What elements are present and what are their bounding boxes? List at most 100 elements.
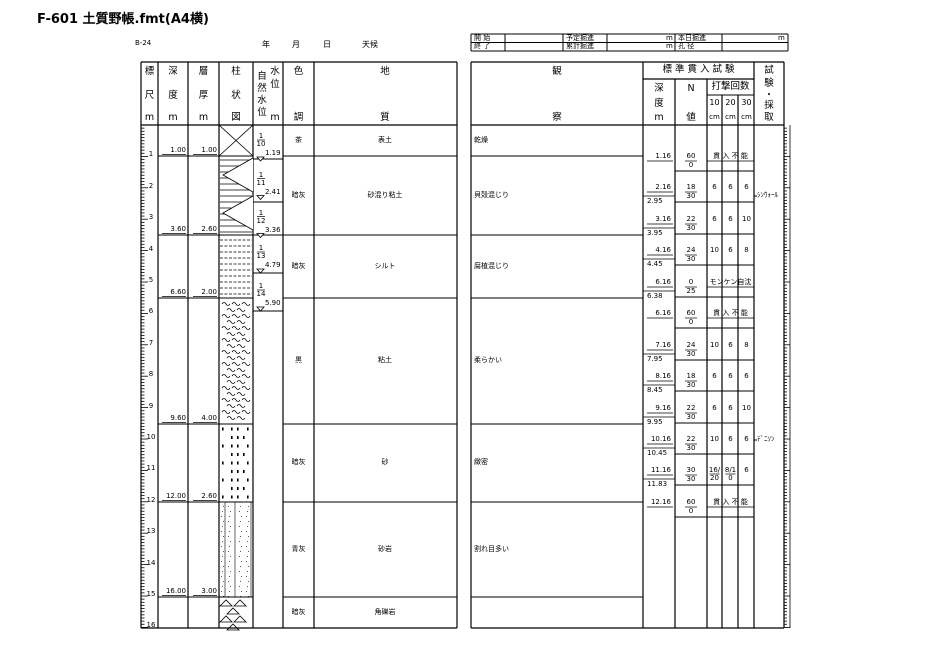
spt-n-numerator: 24 [686, 341, 696, 349]
scale-label: 13 [146, 527, 156, 536]
water-level-icon [256, 268, 265, 274]
spt-depth: 7.16 [655, 341, 671, 349]
header-blow-unit: cm [725, 113, 736, 121]
header-natural-water: 然 [257, 83, 267, 94]
header-natural-water: 水 [257, 95, 267, 106]
header-depth: m [168, 112, 178, 123]
info-today-depth-label: 本日掘進 [678, 34, 706, 42]
wavy-pattern [241, 326, 251, 330]
spt-blow-count: 8 [744, 341, 749, 349]
dots-pattern [231, 461, 233, 465]
sandstone-pattern [228, 506, 229, 507]
header-column: 柱 [231, 66, 241, 77]
header-n-value: N [687, 83, 695, 94]
sandstone-pattern [221, 531, 222, 532]
header-scale: 尺 [144, 90, 155, 101]
spt-n-denominator: 0 [688, 318, 694, 326]
sandstone-pattern [248, 566, 249, 567]
dots-pattern [237, 495, 239, 499]
dots-pattern [247, 427, 249, 431]
sandstone-pattern [228, 581, 229, 582]
wavy-pattern [241, 386, 251, 390]
header-blow-count: 打撃回数 [711, 81, 750, 92]
spt-n-denominator: 0 [688, 161, 694, 169]
water-date-day: 10 [256, 140, 266, 148]
layer-color: 暗灰 [291, 458, 306, 466]
dots-pattern [243, 436, 245, 439]
dots-pattern [222, 444, 224, 448]
sandstone-pattern [246, 561, 247, 562]
sandstone-pattern [223, 551, 224, 552]
water-date-day: 13 [256, 252, 266, 260]
layer-soil: 粘土 [378, 356, 392, 364]
dots-pattern [247, 478, 249, 482]
water-date-month: 1 [258, 132, 264, 140]
sandstone-pattern [223, 596, 224, 597]
header-scale: m [144, 112, 155, 123]
scale-label: 1 [148, 150, 154, 159]
header-sampling: 取 [764, 112, 774, 123]
water-date-month: 1 [258, 244, 264, 252]
dots-pattern [231, 453, 233, 456]
dots-pattern [231, 487, 233, 490]
spt-blow-count: 6 [744, 435, 749, 443]
spt-blow-count: 6 [728, 183, 733, 191]
triangles-pattern [226, 607, 240, 615]
header-spt-depth: 度 [654, 98, 664, 109]
spt-n-denominator: 30 [686, 381, 696, 389]
header-scale: 標 [144, 66, 155, 77]
info-planned-unit: m [666, 34, 673, 42]
spt-note: 貫 入 不 能 [713, 152, 748, 160]
water-level-value: 2.41 [265, 187, 281, 196]
spt-note: モンケン自沈 [709, 278, 752, 286]
wavy-pattern [236, 308, 246, 312]
wavy-pattern [231, 326, 241, 330]
header-spt: 標 準 貫 入 試 験 [662, 64, 735, 75]
sandstone-pattern [221, 546, 222, 547]
dots-pattern [231, 427, 233, 431]
header-natural-water: 自 [257, 71, 267, 82]
sandstone-pattern [230, 541, 231, 542]
spt-blow-fraction: 16/20 [708, 466, 721, 482]
spt-end-depth: 4.45 [647, 260, 663, 268]
sandstone-pattern [240, 551, 241, 552]
header-sampling: 採 [764, 100, 774, 111]
water-level-value: 1.19 [265, 149, 281, 157]
boring-number: B-24 [135, 39, 152, 47]
layer-soil: 砂 [381, 458, 389, 466]
spt-end-depth: 7.95 [647, 355, 663, 363]
header-spt-depth: 深 [654, 83, 664, 94]
sandstone-pattern [222, 556, 223, 557]
sandstone-pattern [240, 536, 241, 537]
sandstone-pattern [241, 531, 242, 532]
sandstone-pattern [246, 516, 247, 517]
layer-soil: シルト [374, 261, 396, 270]
spt-blow-count: 6 [744, 372, 749, 380]
triangles-pattern [233, 599, 247, 607]
spt-end-depth: 10.45 [647, 449, 668, 457]
sandstone-pattern [248, 506, 249, 507]
info-hole-diameter-label: 孔 径 [678, 42, 695, 50]
layer-observation: 貝殻混じり [474, 190, 509, 199]
spt-blow-count: 6 [728, 372, 733, 380]
sandstone-pattern [221, 561, 222, 562]
header-color: 色 [293, 66, 304, 77]
water-level-value: 5.90 [265, 299, 281, 307]
wavy-pattern [236, 320, 246, 324]
sandstone-pattern [222, 571, 223, 572]
dots-pattern [231, 470, 233, 473]
dots-pattern [247, 461, 249, 465]
dots-pattern [237, 436, 239, 439]
wavy-pattern [241, 362, 251, 366]
layer-depth: 3.60 [170, 225, 186, 233]
wavy-pattern [226, 380, 236, 384]
spt-blow-count: 10 [742, 404, 751, 412]
sandstone-pattern [229, 561, 230, 562]
scale-label: 16 [146, 621, 156, 630]
spt-note: 貫 入 不 能 [713, 309, 748, 317]
sandstone-pattern [247, 556, 248, 557]
layer-observation: 緻密 [474, 458, 488, 466]
spt-n-numerator: 18 [686, 372, 696, 380]
wavy-pattern [231, 314, 241, 318]
wavy-pattern [226, 404, 236, 408]
